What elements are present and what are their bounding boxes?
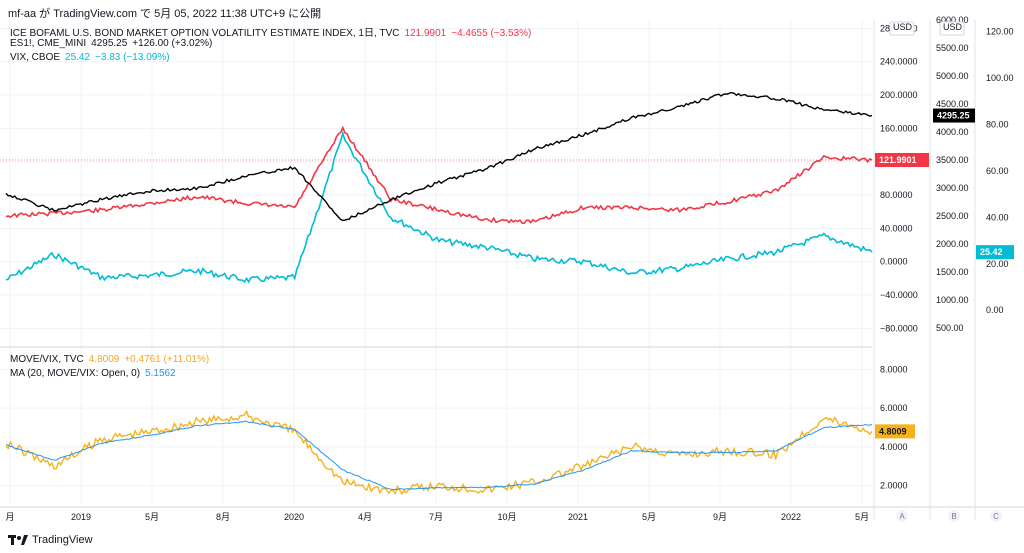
x-tick-label: 5月 xyxy=(642,512,656,522)
legend-vix-value: 25.42 xyxy=(65,52,91,63)
move-line xyxy=(5,125,873,225)
scale-c-tick: 20.00 xyxy=(986,259,1009,269)
x-tick-label: 2021 xyxy=(568,512,588,522)
lower-scale-tick: 2.0000 xyxy=(880,481,908,491)
legend-ratio[interactable]: MOVE/VIX, TVC 4.8009 +0.4761 (+11.01%) xyxy=(10,354,214,365)
x-tick-label: 4月 xyxy=(358,512,372,522)
legend-ma-value: 5.1562 xyxy=(145,368,176,379)
lower-pane xyxy=(5,409,873,496)
ratio-value-badge-bg xyxy=(875,424,915,439)
lower-scale-tick: 4.0000 xyxy=(880,442,908,452)
x-tick-label: 2020 xyxy=(284,512,304,522)
es-value-badge: 4295.25 xyxy=(937,111,970,121)
scale-b-tick: 4000.00 xyxy=(936,127,969,137)
lower-scale-tick: 6.0000 xyxy=(880,403,908,413)
vix-value-badge-bg xyxy=(976,245,1014,260)
scale-b-tick: 5000.00 xyxy=(936,71,969,81)
legend-es-change: +126.00 (+3.02%) xyxy=(132,38,213,49)
scale-a-tick: −40.0000 xyxy=(880,290,918,300)
scale-c-tick: 0.00 xyxy=(986,305,1004,315)
publish-header: mf-aa が TradingView.com で 5月 05, 2022 11… xyxy=(8,8,322,20)
x-tick-label: 10月 xyxy=(497,512,516,522)
scale-a-tick: 240.0000 xyxy=(880,57,918,67)
currency-badge xyxy=(889,21,915,36)
legend-ratio-name: MOVE/VIX, TVC xyxy=(10,354,84,365)
x-tick-label: 5月 xyxy=(145,512,159,522)
scale-mode-button xyxy=(948,510,960,522)
legend-es-value: 4295.25 xyxy=(91,38,128,49)
ma-line xyxy=(5,420,873,491)
scale-a-tick: 40.0000 xyxy=(880,223,913,233)
es-line xyxy=(5,91,873,222)
legend-ma-name: MA (20, MOVE/VIX: Open, 0) xyxy=(10,368,141,379)
scale-mode-button xyxy=(990,510,1002,522)
legend-vix-name: VIX, CBOE xyxy=(10,52,61,63)
scale-c-tick: 60.00 xyxy=(986,166,1009,176)
scale-c-tick: 40.00 xyxy=(986,212,1009,222)
legend-vix[interactable]: VIX, CBOE 25.42 −3.83 (−13.09%) xyxy=(10,52,175,63)
vix-line xyxy=(5,130,873,284)
scale-c-tick: 120.00 xyxy=(986,27,1014,37)
scale-a-tick: −80.0000 xyxy=(880,323,918,333)
scale-c-tick: 100.00 xyxy=(986,73,1014,83)
scale-b-tick: 1500.00 xyxy=(936,267,969,277)
scale-b-tick: 500.00 xyxy=(936,323,964,333)
legend-ratio-value: 4.8009 xyxy=(88,354,120,365)
scale-mode-button xyxy=(896,510,908,522)
scale-b-tick: 2000.00 xyxy=(936,239,969,249)
grid xyxy=(0,20,872,505)
x-tick-label: 5月 xyxy=(855,512,869,522)
x-tick-label: 2022 xyxy=(781,512,801,522)
legend-move-name: ICE BOFAML U.S. BOND MARKET OPTION VOLAT… xyxy=(10,28,400,39)
move-value-badge: 121.9901 xyxy=(879,155,917,165)
scale-b-tick: 5500.00 xyxy=(936,43,969,53)
scale-b-tick: 3000.00 xyxy=(936,183,969,193)
legend-es[interactable]: ES1!, CME_MINI 4295.25 +126.00 (+3.02%) xyxy=(10,38,217,49)
scale-b-tick: 3500.00 xyxy=(936,155,969,165)
scale-a-tick: 0.0000 xyxy=(880,257,908,267)
lower-scale-tick: 8.0000 xyxy=(880,364,908,374)
scale-b-tick: 2500.00 xyxy=(936,211,969,221)
x-tick-label: 7月 xyxy=(429,512,443,522)
legend-ratio-change: +0.4761 (+11.01%) xyxy=(124,354,210,365)
scale-mode-label: A xyxy=(899,512,905,521)
x-tick-label: 8月 xyxy=(216,512,230,522)
ratio-line xyxy=(5,409,873,496)
vix-value-badge: 25.42 xyxy=(980,247,1003,257)
legend-vix-change: −3.83 (−13.09%) xyxy=(95,52,170,63)
legend-ma[interactable]: MA (20, MOVE/VIX: Open, 0) 5.1562 xyxy=(10,368,181,379)
scale-c-tick: 80.00 xyxy=(986,119,1009,129)
scale-b-tick: 4500.00 xyxy=(936,99,969,109)
move-value-badge-bg xyxy=(875,153,929,167)
legend-move-change: −4.4655 (−3.53%) xyxy=(451,28,532,39)
x-tick-label: 月 xyxy=(5,512,14,522)
es-value-badge-bg xyxy=(933,108,975,123)
scale-a-tick: 80.0000 xyxy=(880,190,913,200)
footer-brand-label: TradingView xyxy=(32,534,93,546)
scale-b-tick: 6000.00 xyxy=(936,15,969,25)
legend-move-value: 121.9901 xyxy=(404,28,447,39)
legend-es-name: ES1!, CME_MINI xyxy=(10,38,87,49)
footer-brand[interactable]: TradingView xyxy=(8,534,93,546)
axes: 月20195月8月20204月7月10月20215月9月20225月280.00… xyxy=(0,15,1024,522)
scale-b-tick: 1000.00 xyxy=(936,295,969,305)
scale-mode-label: C xyxy=(993,512,999,521)
scale-a-tick: 200.0000 xyxy=(880,90,918,100)
legend-move[interactable]: ICE BOFAML U.S. BOND MARKET OPTION VOLAT… xyxy=(10,24,536,39)
ratio-value-badge: 4.8009 xyxy=(879,426,907,436)
currency-label: USD xyxy=(893,22,913,32)
tradingview-logo-icon xyxy=(8,534,28,545)
scale-a-tick: 160.0000 xyxy=(880,123,918,133)
currency-badge xyxy=(939,21,965,36)
x-tick-label: 2019 xyxy=(71,512,91,522)
scale-mode-label: B xyxy=(951,512,956,521)
x-tick-label: 9月 xyxy=(713,512,727,522)
currency-label: USD xyxy=(943,22,963,32)
upper-pane xyxy=(5,91,873,284)
